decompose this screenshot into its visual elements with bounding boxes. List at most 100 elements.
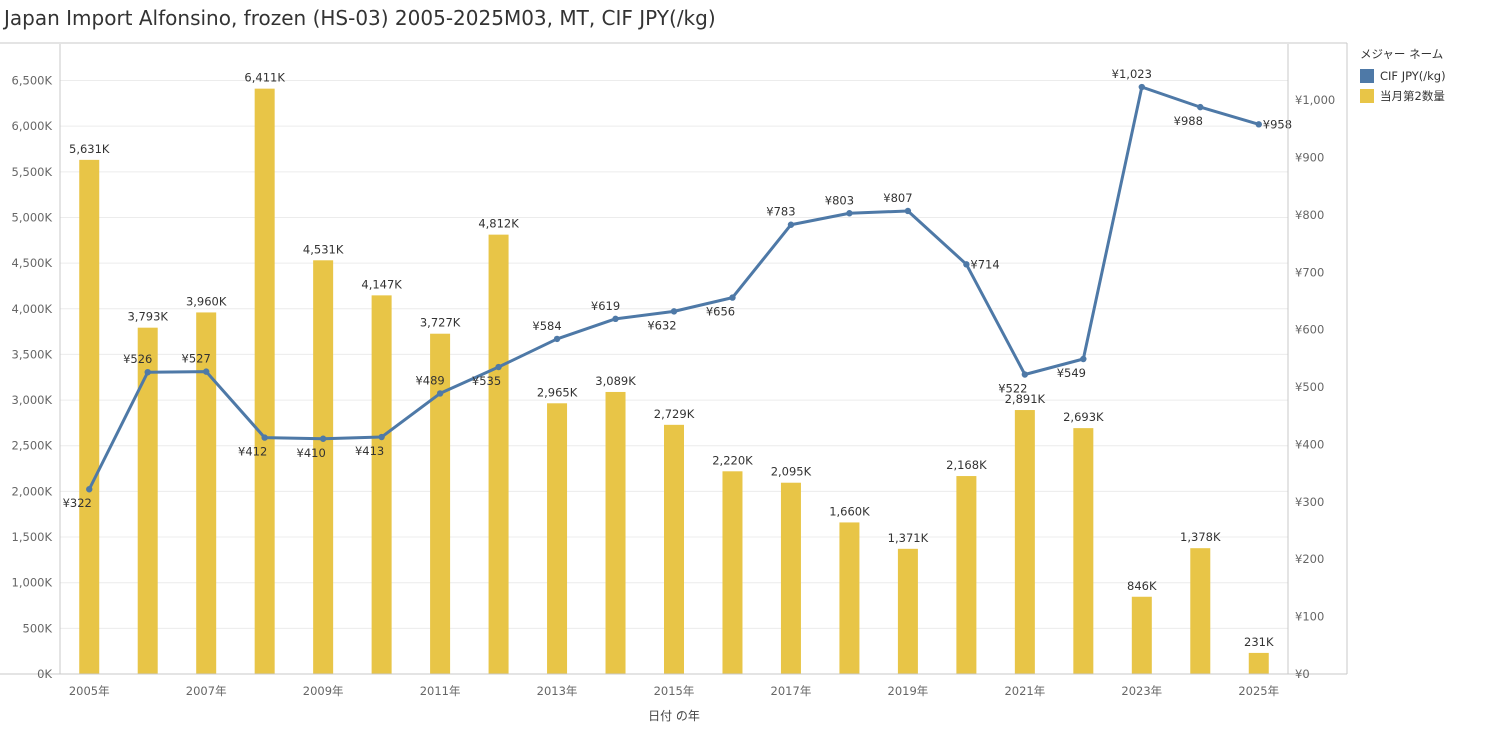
line-point [319, 435, 327, 442]
x-tick-label: 2013年 [537, 684, 578, 698]
y-left-tick-label: 1,500K [12, 530, 53, 544]
line-point [1255, 121, 1262, 128]
bar [137, 327, 158, 674]
bar [664, 424, 684, 674]
line-data-label: ¥803 [825, 193, 854, 207]
bar-data-label: 231K [1244, 635, 1274, 649]
y-left-tick-label: 5,500K [12, 165, 53, 179]
line-data-label: ¥714 [970, 257, 999, 271]
bar-data-label: 1,660K [829, 504, 870, 518]
line-point [729, 294, 736, 301]
line-data-label: ¥632 [647, 318, 676, 332]
legend-label-price: CIF JPY(/kg) [1380, 69, 1446, 83]
bar [956, 476, 977, 674]
bar [547, 403, 568, 674]
line-point [202, 368, 210, 375]
x-axis-title: 日付 の年 [648, 709, 700, 723]
line-data-label: ¥527 [182, 352, 211, 366]
line-data-label: ¥535 [472, 374, 501, 388]
line-point [86, 486, 93, 493]
axes: 0K 500K 1,000K 1,500K 2,000K 2,500K 3,000K 3,50… [0, 42, 1348, 698]
bar [196, 312, 217, 674]
x-tick-label: 2009年 [303, 684, 344, 698]
line-data-label: ¥958 [1263, 117, 1292, 131]
bar-data-label: 846K [1127, 579, 1157, 593]
line-data-label: ¥413 [355, 444, 384, 458]
line-point [612, 315, 619, 323]
y-right-tick-label: ¥900 [1295, 151, 1324, 165]
bar [371, 295, 392, 674]
bar [780, 482, 801, 674]
bar [1248, 652, 1269, 674]
y-left-tick-label: 6,000K [12, 119, 53, 133]
bar [313, 260, 334, 674]
bar [254, 88, 275, 674]
x-tick-label: 2017年 [771, 684, 812, 698]
line-point [1021, 371, 1029, 378]
legend-swatch-volume [1360, 89, 1374, 103]
bar [430, 333, 451, 674]
y-right-tick-label: ¥100 [1295, 610, 1324, 624]
line-data-label: ¥1,023 [1112, 67, 1152, 81]
bar-data-label: 3,089K [595, 374, 636, 388]
line-data-label: ¥322 [63, 496, 92, 510]
y-left-tick-label: 3,000K [12, 393, 53, 407]
bar [1131, 596, 1152, 674]
y-left-tick-label: 1,000K [12, 576, 53, 590]
bar-data-label: 2,220K [712, 453, 753, 467]
bar-data-label: 2,891K [1005, 392, 1046, 406]
line-point [378, 433, 385, 441]
line-point [495, 363, 502, 371]
line-data-label: ¥522 [998, 381, 1027, 395]
y-right-tick-label: ¥1,000 [1295, 93, 1335, 107]
line-point [144, 368, 151, 376]
line-point [670, 308, 678, 315]
bar [79, 159, 100, 674]
y-left-tick-label: 4,500K [12, 256, 53, 270]
bar [1014, 410, 1035, 674]
y-left-tick-label: 2,000K [12, 484, 53, 498]
line-point [436, 390, 444, 397]
line-point [963, 261, 970, 268]
x-tick-label: 2015年 [654, 684, 695, 698]
bar-data-label: 3,727K [420, 316, 461, 330]
legend-item-volume[interactable]: 当月第2数量 [1360, 86, 1446, 106]
line-point [1080, 355, 1087, 363]
legend-swatch-price [1360, 69, 1374, 83]
y-right-tick-label: ¥800 [1295, 208, 1324, 222]
y-right-tick-label: ¥200 [1295, 552, 1324, 566]
y-left-tick-label: 3,500K [12, 347, 53, 361]
bar-data-label: 3,793K [127, 310, 168, 324]
y-left-tick-label: 0K [37, 667, 52, 681]
legend-item-price[interactable]: CIF JPY(/kg) [1360, 66, 1446, 86]
x-tick-label: 2005年 [69, 684, 110, 698]
line-data-label: ¥584 [532, 319, 561, 333]
line-series [86, 83, 1262, 493]
y-right-tick-label: ¥700 [1295, 265, 1324, 279]
line-point [904, 207, 912, 215]
line-data-label: ¥619 [591, 299, 620, 313]
bar-data-label: 2,729K [654, 407, 695, 421]
line-point [1138, 83, 1146, 91]
y-right-tick-label: ¥400 [1295, 437, 1324, 451]
chart-title: Japan Import Alfonsino, frozen (HS-03) 2… [4, 6, 716, 30]
y-right-tick-label: ¥0 [1295, 667, 1310, 681]
legend-title: メジャー ネーム [1360, 47, 1444, 61]
bar [1190, 548, 1211, 674]
y-left-tick-label: 2,500K [12, 439, 53, 453]
bar-data-label: 2,965K [537, 385, 578, 399]
bar [722, 471, 743, 674]
line-data-label: ¥988 [1174, 114, 1203, 128]
bar [897, 548, 918, 674]
line-data-label: ¥807 [883, 191, 912, 205]
bar [1073, 428, 1094, 674]
line-data-label: ¥412 [238, 445, 267, 459]
bar-data-label: 2,095K [771, 465, 812, 479]
bar [605, 391, 626, 674]
line-data-label: ¥526 [123, 352, 152, 366]
line-data-label: ¥489 [415, 373, 444, 387]
line-point [261, 434, 268, 441]
bar-labels: 5,631K 3,793K 3,960K 6,411K 4,531K 4,147K 3,72… [69, 71, 1274, 649]
bar-data-label: 1,378K [1180, 530, 1221, 544]
